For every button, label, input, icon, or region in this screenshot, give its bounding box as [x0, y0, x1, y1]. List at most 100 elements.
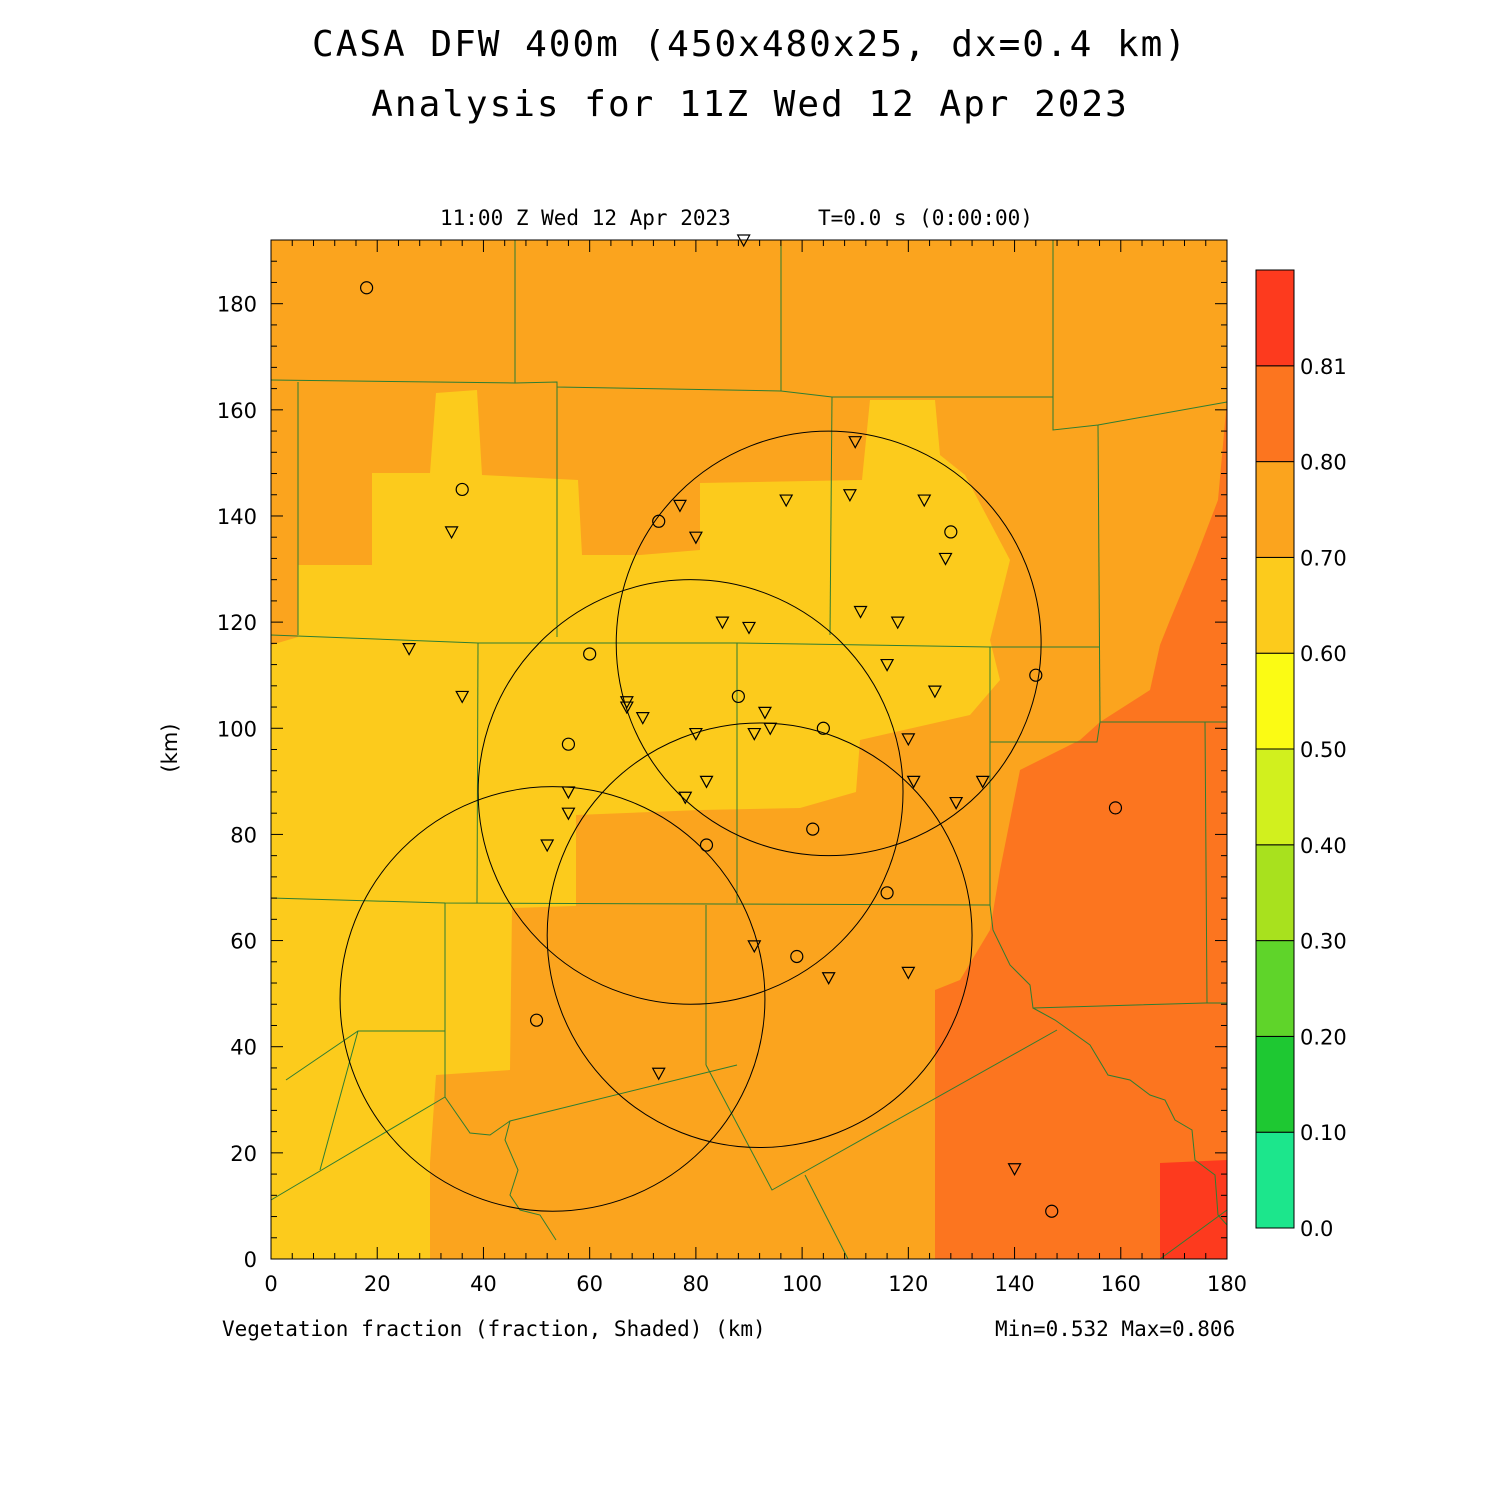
station-circle-marker	[880, 886, 894, 900]
colorbar-label: 0.70	[1300, 546, 1347, 570]
colorbar-label: 0.40	[1300, 834, 1347, 858]
station-triangle-marker	[821, 972, 836, 985]
radar-range-ring	[615, 430, 1042, 857]
axis-ticks	[270, 239, 1228, 1260]
min-max-label: Min=0.532 Max=0.806	[995, 1317, 1235, 1341]
station-triangle-marker	[949, 796, 964, 810]
colorbar-swatch	[1255, 748, 1295, 846]
station-triangle-marker	[927, 685, 942, 699]
station-triangle-marker	[651, 1067, 666, 1081]
station-triangle-marker	[635, 712, 650, 725]
x-tick-label: 140	[995, 1272, 1035, 1296]
colorbar-swatch	[1255, 652, 1295, 750]
station-circle-marker	[731, 689, 745, 704]
station-triangle-marker	[715, 616, 730, 630]
station-circle-marker	[652, 514, 666, 528]
station-triangle-marker	[741, 621, 757, 635]
model-time-label: T=0.0 s (0:00:00)	[818, 206, 1033, 230]
station-circle-marker	[1029, 668, 1043, 682]
colorbar-label: 0.60	[1300, 642, 1347, 666]
county-boundaries	[270, 240, 1228, 1260]
station-circle-marker	[529, 1013, 544, 1027]
x-tick-label: 0	[264, 1272, 277, 1296]
station-triangle-marker	[975, 775, 990, 789]
station-triangle-marker	[678, 791, 693, 805]
y-tick-label: 20	[230, 1142, 257, 1166]
colorbar-swatch	[1255, 940, 1295, 1037]
station-circle-marker	[699, 838, 714, 852]
station-circle-marker	[1108, 801, 1123, 815]
station-triangle-marker	[880, 658, 895, 672]
station-triangle-marker	[779, 494, 794, 508]
y-tick-label: 40	[230, 1036, 257, 1060]
y-tick-label: 60	[230, 930, 257, 954]
x-tick-label: 160	[1101, 1272, 1141, 1296]
axis-tick-labels: 0 20 40 60 80 100 120 140 160 180 0 20 40 60 80 100 120 1…	[217, 293, 1247, 1296]
colorbar-label: 0.30	[1300, 930, 1347, 954]
station-triangle-marker	[688, 727, 703, 741]
radar-range-ring	[477, 579, 904, 1005]
station-triangle-marker	[402, 643, 417, 656]
radar-rings	[339, 430, 1042, 1212]
station-circle-marker	[1045, 1204, 1059, 1218]
vegetation-field	[271, 240, 1227, 1259]
station-triangle-marker	[763, 722, 778, 736]
station-triangle-marker	[848, 436, 863, 449]
x-axis-label: Vegetation fraction (fraction, Shaded) (…	[222, 1317, 766, 1341]
station-circle-marker	[816, 721, 830, 735]
y-tick-label: 160	[217, 399, 257, 423]
map-title-line2: Analysis for 11Z Wed 12 Apr 2023	[371, 84, 1129, 125]
colorbar-label: 0.80	[1300, 451, 1347, 475]
colorbar-label: 0.20	[1300, 1025, 1347, 1049]
colorbar-swatch	[1255, 844, 1295, 942]
station-triangle-marker	[890, 616, 905, 630]
station-triangle-marker	[901, 733, 916, 747]
field-region-080-081	[1160, 1160, 1227, 1259]
station-triangle-marker	[561, 807, 576, 821]
colorbar-swatch	[1255, 1131, 1295, 1229]
colorbar-label: 0.81	[1300, 355, 1347, 379]
colorbar-swatch	[1255, 365, 1295, 463]
station-markers	[360, 234, 1123, 1218]
field-region-050-060	[271, 390, 1010, 1259]
station-triangle-marker	[938, 552, 953, 566]
station-circle-marker	[944, 525, 958, 539]
x-tick-label: 20	[364, 1272, 391, 1296]
colorbar-swatch	[1255, 461, 1295, 558]
station-triangle-marker	[853, 605, 868, 619]
radar-range-ring	[546, 722, 973, 1149]
colorbar-label: 0.0	[1300, 1217, 1333, 1241]
station-triangle-marker	[747, 727, 762, 741]
station-circle-marker	[455, 482, 469, 497]
station-circle-marker	[790, 949, 804, 964]
y-axis-label: (km)	[158, 723, 182, 772]
y-tick-label: 120	[217, 611, 257, 635]
y-tick-label: 180	[217, 293, 257, 317]
station-triangle-marker	[688, 531, 703, 545]
station-triangle-marker	[917, 494, 932, 508]
station-triangle-marker	[842, 489, 857, 503]
station-triangle-marker	[906, 775, 921, 789]
station-triangle-marker	[747, 940, 762, 954]
x-tick-label: 180	[1207, 1272, 1247, 1296]
colorbar-swatch	[1255, 269, 1295, 367]
y-tick-label: 0	[244, 1248, 257, 1272]
radar-range-ring	[339, 786, 766, 1212]
station-triangle-marker	[757, 706, 772, 720]
station-circle-marker	[806, 822, 820, 836]
station-triangle-marker	[901, 966, 916, 980]
x-tick-label: 100	[782, 1272, 822, 1296]
y-tick-label: 80	[230, 823, 257, 847]
colorbar: 0.0 0.10 0.20 0.30 0.40 0.50 0.60 0.70 0.80 0.81	[1255, 269, 1347, 1241]
x-tick-label: 40	[470, 1272, 497, 1296]
colorbar-label: 0.10	[1300, 1121, 1347, 1145]
valid-time-label: 11:00 Z Wed 12 Apr 2023	[440, 206, 731, 230]
colorbar-label: 0.50	[1300, 738, 1347, 762]
colorbar-swatch	[1255, 1035, 1295, 1133]
y-tick-label: 100	[217, 717, 257, 741]
station-circle-marker	[561, 737, 576, 751]
x-tick-label: 120	[888, 1272, 928, 1296]
station-triangle-marker	[619, 701, 634, 715]
station-triangle-marker	[699, 775, 714, 789]
y-tick-label: 140	[217, 505, 257, 529]
